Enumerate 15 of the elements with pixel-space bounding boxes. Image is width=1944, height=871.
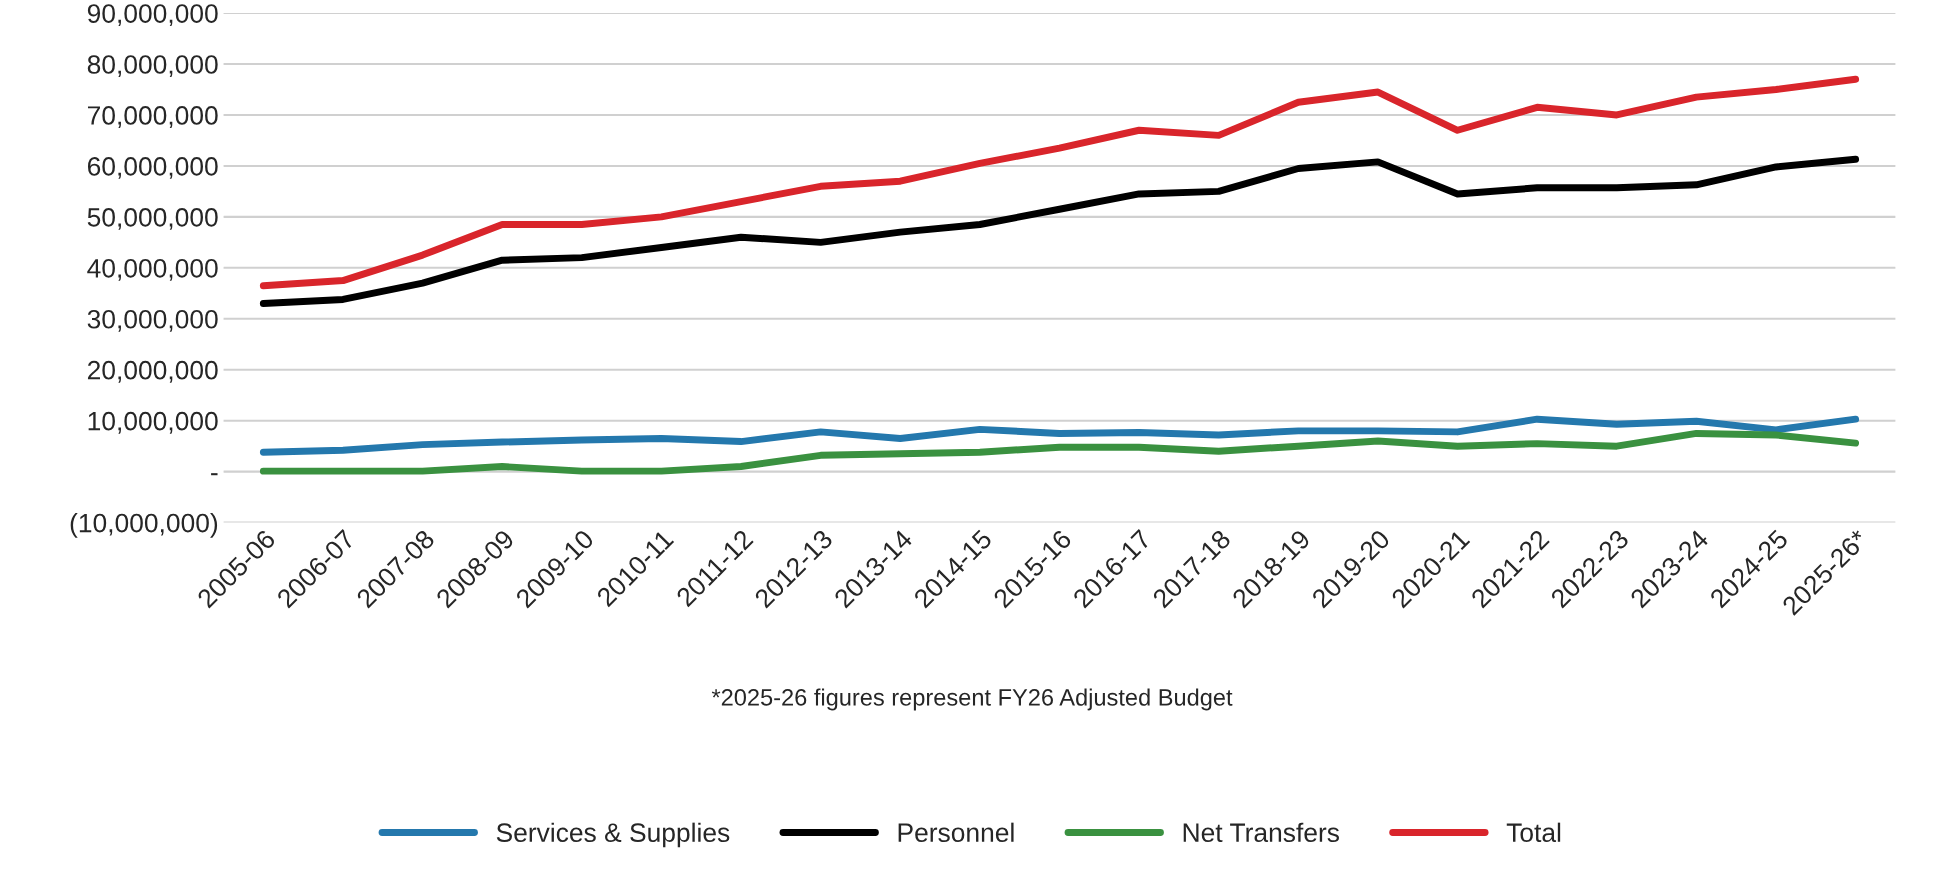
y-tick-label: 10,000,000	[88, 411, 218, 434]
y-tick-label: 20,000,000	[87, 360, 218, 383]
y-tick-label: 60,000,000	[87, 157, 218, 179]
legend-label: Services & Supplies	[496, 822, 730, 848]
y-tick-label: 90,000,000	[87, 4, 218, 26]
y-tick-label: 70,000,000	[87, 106, 218, 128]
y-tick-label: 40,000,000	[87, 258, 218, 281]
y-tick-label: 30,000,000	[87, 309, 218, 332]
y-tick-label: 80,000,000	[87, 55, 218, 77]
x-axis-title: *2025-26 figures represent FY26 Adjusted Budget	[711, 688, 1233, 711]
y-tick-label: 50,000,000	[87, 208, 218, 230]
legend-label: Total	[1506, 822, 1561, 843]
legend-label: Net Transfers	[1183, 822, 1339, 843]
y-tick-label: -	[211, 473, 218, 476]
legend-label: Personnel	[898, 822, 1014, 843]
